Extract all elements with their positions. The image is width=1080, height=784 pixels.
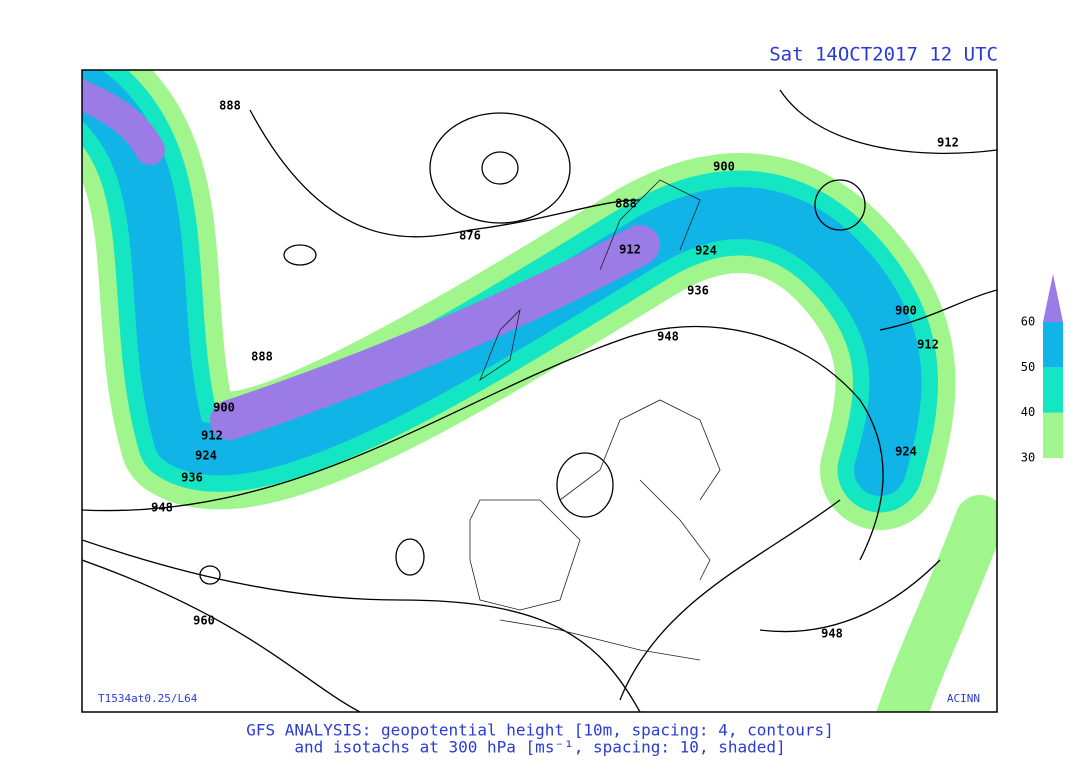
contour-label: 912 bbox=[917, 338, 939, 352]
contour-label: 912 bbox=[619, 243, 641, 257]
contour-label: 948 bbox=[821, 627, 843, 641]
contour-label: 900 bbox=[213, 401, 235, 415]
height-contours bbox=[82, 89, 997, 712]
contour-label: 876 bbox=[459, 229, 481, 243]
contour-label: 888 bbox=[251, 350, 273, 364]
contour-label: 888 bbox=[615, 197, 637, 211]
legend-swatch bbox=[1043, 412, 1063, 458]
legend: 30 40 50 60 bbox=[1021, 274, 1063, 465]
contour-label: 912 bbox=[937, 136, 959, 150]
contour-label: 936 bbox=[181, 471, 203, 485]
isotach-shading bbox=[82, 70, 997, 712]
model-note: T1534at0.25/L64 bbox=[98, 692, 198, 705]
contour-label: 900 bbox=[895, 304, 917, 318]
legend-swatch bbox=[1043, 274, 1063, 322]
map-title: Sat 14OCT2017 12 UTC bbox=[769, 44, 998, 66]
contour-label: 948 bbox=[151, 501, 173, 515]
credit: ACINN bbox=[947, 692, 980, 705]
legend-label: 50 bbox=[1021, 360, 1035, 374]
footer-line: GFS ANALYSIS: geopotential height [10m, … bbox=[246, 721, 834, 740]
legend-swatch bbox=[1043, 322, 1063, 368]
legend-label: 30 bbox=[1021, 451, 1035, 465]
contour-label: 888 bbox=[219, 99, 241, 113]
contour-label: 924 bbox=[895, 445, 917, 459]
contour-labels: 888 876 888 900 912 912 924 936 948 888 900 912 924 9… bbox=[151, 99, 959, 641]
contour-label: 924 bbox=[195, 449, 217, 463]
contour-label: 948 bbox=[657, 330, 679, 344]
contour-label: 960 bbox=[193, 614, 215, 628]
contour-label: 924 bbox=[695, 244, 717, 258]
contour-label: 900 bbox=[713, 160, 735, 174]
legend-label: 40 bbox=[1021, 405, 1035, 419]
contour-label: 936 bbox=[687, 284, 709, 298]
coastlines bbox=[469, 179, 721, 661]
map-area bbox=[82, 70, 997, 712]
legend-swatch bbox=[1043, 367, 1063, 413]
map-frame bbox=[81, 69, 998, 713]
legend-label: 60 bbox=[1021, 315, 1035, 329]
contour-label: 912 bbox=[201, 429, 223, 443]
footer-line: and isotachs at 300 hPa [ms⁻¹, spacing: … bbox=[294, 738, 785, 757]
